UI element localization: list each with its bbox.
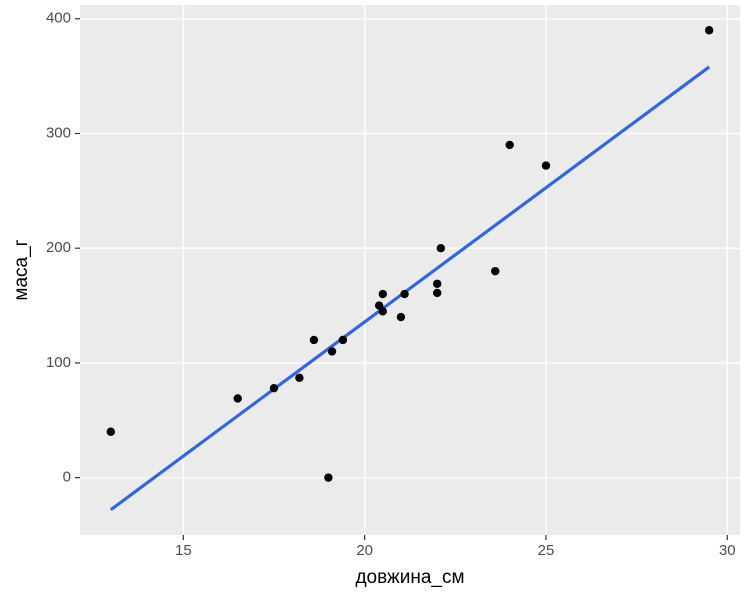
point <box>396 312 406 322</box>
point <box>295 373 304 383</box>
trend-line <box>109 65 711 512</box>
point <box>269 383 279 393</box>
y-tick-label: 0 <box>63 469 71 486</box>
point <box>378 289 388 299</box>
y-tick-label: 200 <box>46 239 71 256</box>
point <box>338 335 348 345</box>
y-tick-label: 300 <box>46 124 71 141</box>
point <box>309 335 319 345</box>
point <box>505 140 514 150</box>
point <box>541 161 551 170</box>
point <box>233 394 242 403</box>
point <box>704 26 714 35</box>
y-tick-label: 100 <box>46 354 71 371</box>
point <box>400 289 409 299</box>
point <box>432 288 442 298</box>
panel <box>80 5 740 535</box>
point <box>491 266 500 276</box>
y-tick-label: 400 <box>46 10 71 27</box>
x-tick-label: 25 <box>538 542 555 559</box>
x-axis-title: довжина_см <box>355 567 464 588</box>
x-tick-label: 15 <box>175 542 192 559</box>
point <box>436 244 446 253</box>
point <box>432 279 442 288</box>
point <box>106 427 116 436</box>
point <box>324 473 333 482</box>
point <box>327 347 337 356</box>
x-tick-label: 30 <box>719 542 736 559</box>
y-axis-title: маса_г <box>11 239 32 300</box>
point <box>378 307 388 316</box>
x-tick-label: 20 <box>356 542 373 559</box>
